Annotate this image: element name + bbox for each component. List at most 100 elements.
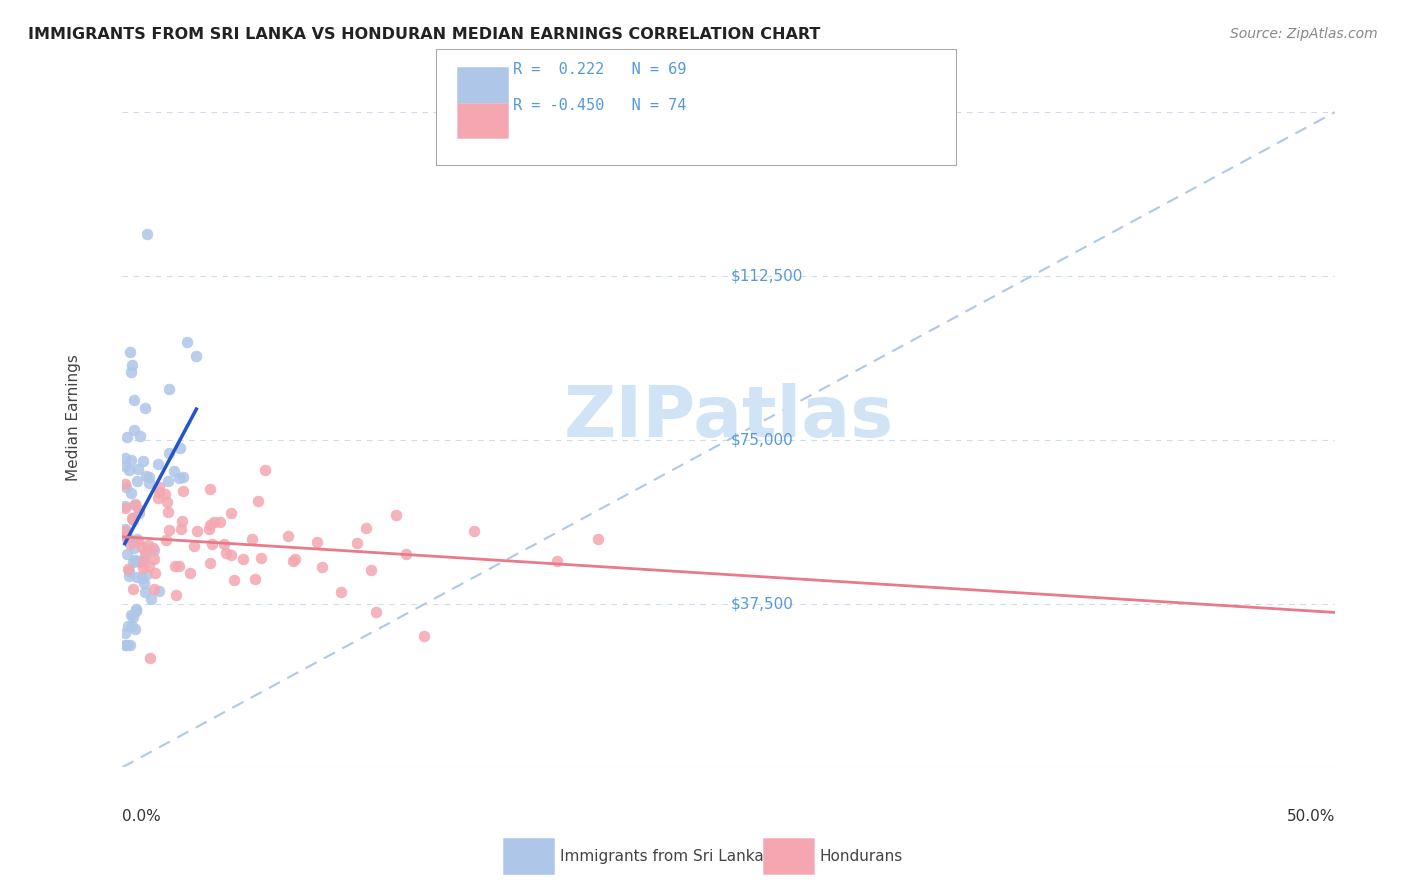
Point <box>138 558 160 573</box>
Point <box>131 555 153 569</box>
Point <box>148 485 170 500</box>
Point <box>122 513 145 527</box>
Point <box>201 537 224 551</box>
Point <box>125 601 148 615</box>
Point <box>179 566 201 580</box>
Point <box>463 524 485 538</box>
Point <box>157 445 180 459</box>
Point <box>172 484 194 499</box>
Point <box>124 553 146 567</box>
Point <box>157 382 180 396</box>
Point <box>360 563 382 577</box>
Point <box>122 511 145 525</box>
Point <box>115 530 138 544</box>
Point <box>169 559 191 574</box>
Point <box>120 364 142 378</box>
Point <box>114 528 136 542</box>
Point <box>138 470 160 484</box>
Point <box>546 554 568 568</box>
Point <box>224 573 246 587</box>
Point <box>132 561 155 575</box>
Point <box>198 518 221 533</box>
Point <box>135 227 157 242</box>
Point <box>167 471 190 485</box>
Point <box>115 430 138 444</box>
Point <box>132 551 155 566</box>
Point <box>330 585 353 599</box>
Point <box>240 533 263 547</box>
Point <box>135 469 157 483</box>
Point <box>114 626 136 640</box>
Point <box>121 511 143 525</box>
Point <box>170 514 193 528</box>
Point <box>142 552 165 566</box>
Point <box>134 575 156 590</box>
Point <box>243 572 266 586</box>
Point <box>186 524 208 538</box>
Text: $37,500: $37,500 <box>731 596 794 611</box>
Point <box>250 550 273 565</box>
Text: $112,500: $112,500 <box>731 268 803 284</box>
Point <box>139 651 162 665</box>
Point <box>127 534 149 549</box>
Point <box>120 485 142 500</box>
Text: IMMIGRANTS FROM SRI LANKA VS HONDURAN MEDIAN EARNINGS CORRELATION CHART: IMMIGRANTS FROM SRI LANKA VS HONDURAN ME… <box>28 27 821 42</box>
Text: Median Earnings: Median Earnings <box>66 354 82 482</box>
Point <box>364 605 387 619</box>
Point <box>163 464 186 478</box>
Point <box>232 552 254 566</box>
Text: Source: ZipAtlas.com: Source: ZipAtlas.com <box>1230 27 1378 41</box>
Point <box>172 470 194 484</box>
Point <box>131 571 153 585</box>
Point <box>114 499 136 513</box>
Point <box>114 477 136 491</box>
Point <box>385 508 408 523</box>
Point <box>176 334 198 349</box>
Text: R = -0.450   N = 74: R = -0.450 N = 74 <box>513 98 686 112</box>
Point <box>586 533 609 547</box>
Point <box>120 607 142 622</box>
Point <box>146 491 169 505</box>
Point <box>121 535 143 549</box>
Point <box>163 559 186 574</box>
Point <box>127 532 149 546</box>
Point <box>148 583 170 598</box>
Point <box>254 463 277 477</box>
Point <box>246 494 269 508</box>
Point <box>122 393 145 408</box>
Text: 50.0%: 50.0% <box>1286 809 1334 824</box>
Point <box>186 349 208 363</box>
Point <box>148 480 170 494</box>
Point <box>115 638 138 652</box>
Point <box>128 503 150 517</box>
Point <box>198 522 221 536</box>
Point <box>136 537 159 551</box>
Point <box>413 629 436 643</box>
Point <box>117 547 139 561</box>
Point <box>118 537 141 551</box>
Point <box>142 541 165 556</box>
Text: ZIPatlas: ZIPatlas <box>564 384 894 452</box>
Point <box>346 536 368 550</box>
Point <box>202 515 225 529</box>
Point <box>136 566 159 581</box>
Point <box>165 588 187 602</box>
Point <box>307 535 329 549</box>
Point <box>169 522 191 536</box>
Point <box>121 619 143 633</box>
Point <box>134 584 156 599</box>
Point <box>281 554 304 568</box>
Point <box>169 441 191 455</box>
Point <box>114 522 136 536</box>
Text: Immigrants from Sri Lanka: Immigrants from Sri Lanka <box>560 849 763 863</box>
Point <box>395 547 418 561</box>
Point <box>128 555 150 569</box>
Point <box>200 556 222 570</box>
Point <box>120 452 142 467</box>
Text: $150,000: $150,000 <box>731 104 803 120</box>
Point <box>134 546 156 560</box>
Point <box>115 480 138 494</box>
Point <box>114 459 136 474</box>
Point <box>117 562 139 576</box>
Point <box>125 570 148 584</box>
